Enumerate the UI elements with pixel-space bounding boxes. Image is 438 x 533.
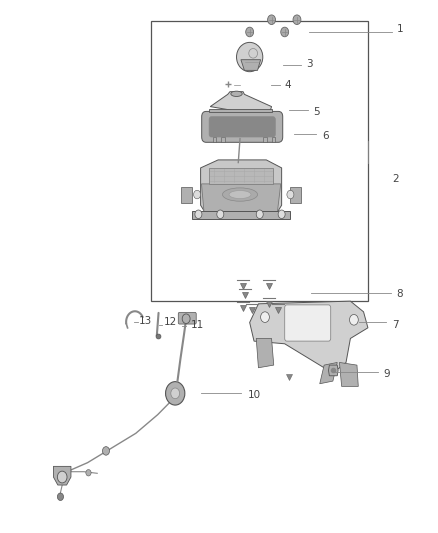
Ellipse shape: [223, 188, 258, 201]
Bar: [213, 137, 216, 142]
Circle shape: [246, 27, 254, 37]
Text: 11: 11: [191, 320, 204, 330]
Circle shape: [278, 210, 285, 219]
Circle shape: [281, 27, 289, 37]
Bar: [209, 109, 272, 112]
Text: 9: 9: [383, 369, 390, 379]
Circle shape: [195, 210, 202, 219]
Polygon shape: [241, 60, 261, 70]
Polygon shape: [339, 362, 358, 386]
Circle shape: [166, 382, 185, 405]
Text: 7: 7: [392, 320, 399, 330]
Ellipse shape: [229, 191, 251, 199]
Bar: [263, 137, 266, 142]
Text: 4: 4: [285, 80, 291, 90]
Polygon shape: [201, 184, 281, 213]
Text: 8: 8: [396, 289, 403, 299]
Ellipse shape: [249, 49, 258, 58]
FancyBboxPatch shape: [178, 312, 196, 324]
Circle shape: [217, 210, 224, 219]
Circle shape: [57, 471, 67, 483]
Ellipse shape: [237, 42, 263, 72]
Circle shape: [293, 15, 301, 25]
Polygon shape: [328, 365, 338, 376]
Bar: [290, 187, 301, 203]
FancyBboxPatch shape: [285, 305, 331, 341]
Circle shape: [194, 190, 201, 199]
Circle shape: [256, 210, 263, 219]
Polygon shape: [320, 362, 337, 384]
Circle shape: [57, 493, 64, 500]
Bar: [222, 137, 225, 142]
Bar: [272, 137, 275, 142]
Circle shape: [182, 314, 190, 324]
Polygon shape: [209, 168, 273, 184]
Text: 2: 2: [392, 174, 399, 183]
Circle shape: [86, 470, 91, 476]
Circle shape: [350, 314, 358, 325]
Bar: [181, 187, 192, 203]
Text: 12: 12: [164, 318, 177, 327]
Circle shape: [102, 447, 110, 455]
Circle shape: [287, 190, 294, 199]
Polygon shape: [250, 301, 368, 373]
Text: 1: 1: [396, 25, 403, 34]
Text: 10: 10: [247, 391, 261, 400]
Polygon shape: [201, 160, 282, 216]
FancyBboxPatch shape: [209, 117, 275, 137]
Circle shape: [268, 15, 276, 25]
Polygon shape: [210, 92, 272, 110]
Polygon shape: [53, 466, 71, 485]
FancyBboxPatch shape: [201, 111, 283, 142]
Ellipse shape: [231, 91, 242, 96]
Text: 13: 13: [139, 316, 152, 326]
Circle shape: [261, 312, 269, 322]
Text: 6: 6: [322, 131, 328, 141]
Circle shape: [171, 388, 180, 399]
Text: 5: 5: [313, 107, 320, 117]
Polygon shape: [192, 211, 290, 219]
Bar: [151, 21, 368, 301]
Text: 3: 3: [307, 59, 313, 69]
Polygon shape: [256, 338, 274, 368]
